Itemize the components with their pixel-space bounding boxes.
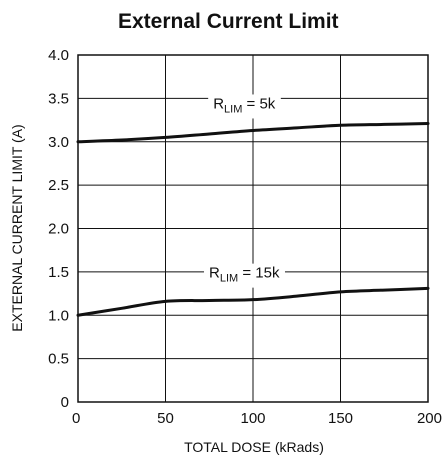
series-line xyxy=(76,286,430,317)
y-tick-label: 0 xyxy=(61,394,69,411)
series-label-value: = 5k xyxy=(242,95,275,112)
series-label-background xyxy=(204,263,285,288)
chart-title: External Current Limit xyxy=(118,10,339,33)
plot-frame xyxy=(77,54,429,403)
series-label-subscript: LIM xyxy=(220,273,238,285)
y-tick-label: 0.5 xyxy=(48,351,69,368)
y-tick-label: 1.0 xyxy=(48,307,69,324)
y-tick-label: 2.0 xyxy=(48,221,69,238)
y-tick-label: 3.5 xyxy=(48,90,69,107)
x-tick-label: 0 xyxy=(72,410,80,427)
series-label-subscript: LIM xyxy=(224,103,242,115)
x-tick-label: 50 xyxy=(157,410,174,427)
y-tick-label: 2.5 xyxy=(48,177,69,194)
x-tick-label: 100 xyxy=(240,410,265,427)
series-label: RLIM = 15k xyxy=(204,263,285,288)
x-tick-label: 200 xyxy=(417,410,442,427)
series-line xyxy=(76,122,430,144)
series-label-main: R xyxy=(213,95,224,112)
series-label-background xyxy=(208,94,281,119)
series-label-main: R xyxy=(209,265,220,282)
y-tick-label: 1.5 xyxy=(48,264,69,281)
series-label-value: = 15k xyxy=(238,265,280,282)
y-axis-label: EXTERNAL CURRENT LIMIT (A) xyxy=(9,124,25,331)
x-tick-label: 150 xyxy=(328,410,353,427)
x-axis-label: TOTAL DOSE (kRads) xyxy=(184,439,324,455)
y-tick-label: 4.0 xyxy=(48,47,69,64)
y-tick-label: 3.0 xyxy=(48,134,69,151)
series-label: RLIM = 5k xyxy=(208,94,281,119)
tick-labels: 0 50 100 150 200 0 0.5 1.0 1.5 2.0 2.5 3.0 3.5 4.0 xyxy=(48,47,442,427)
series-label-text: RLIM = 5k xyxy=(213,95,276,115)
series-label-text: RLIM = 15k xyxy=(209,265,280,285)
